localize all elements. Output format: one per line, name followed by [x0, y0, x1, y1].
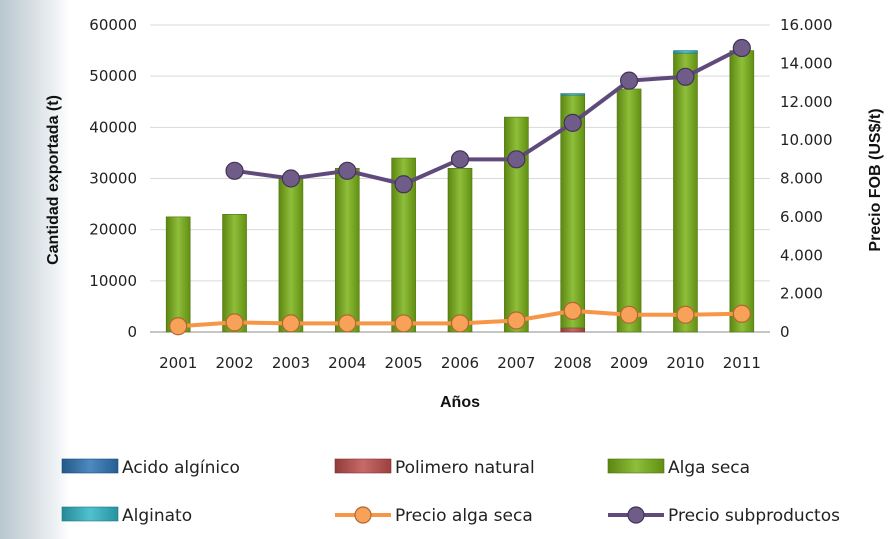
bar-alga-seca-2009 [616, 88, 642, 333]
legend-label-alginato: Alginato [122, 506, 192, 526]
point-precio-alga-seca-2011 [732, 304, 751, 323]
right-y-axis-title: Precio FOB (US$/t) [867, 108, 884, 251]
x-tick-label: 2010 [666, 354, 704, 372]
left-y-tick-label: 50000 [89, 67, 137, 85]
right-y-tick-label: 14.000 [780, 54, 833, 72]
right-y-tick-label: 2.000 [780, 285, 823, 303]
left-y-axis-ticks: 0 10000 20000 30000 40000 50000 60000 [89, 16, 137, 341]
bar-alga-seca-2002 [222, 214, 247, 333]
legend-marker-precio-alga-seca [354, 506, 372, 524]
left-y-tick-label: 10000 [89, 272, 137, 290]
bar-alga-seca-2006 [447, 167, 473, 333]
right-y-tick-label: 0 [780, 323, 790, 341]
right-y-axis-ticks: 0 2.000 4.000 6.000 8.000 10.000 12.000 14.000 1… [780, 16, 833, 341]
line-series [169, 38, 751, 336]
x-tick-label: 2008 [554, 354, 592, 372]
right-y-tick-label: 16.000 [780, 16, 833, 34]
right-y-tick-label: 12.000 [780, 93, 833, 111]
left-y-tick-label: 0 [127, 323, 137, 341]
x-tick-label: 2009 [610, 354, 648, 372]
point-precio-subproductos-2003 [281, 169, 301, 188]
legend-swatch-alginato [61, 506, 119, 522]
point-precio-subproductos-2006 [450, 150, 470, 169]
x-tick-label: 2007 [497, 354, 535, 372]
legend-marker-precio-subproductos [627, 506, 645, 524]
legend-swatch-polimero-natural [334, 458, 392, 474]
point-precio-subproductos-2004 [338, 161, 357, 180]
legend-label-precio-subproductos: Precio subproductos [668, 506, 840, 526]
left-y-axis-title: Cantidad exportada (t) [45, 95, 62, 265]
point-precio-alga-seca-2008 [563, 301, 582, 320]
point-precio-alga-seca-2006 [450, 314, 470, 333]
right-y-tick-label: 8.000 [780, 170, 823, 188]
legend-label-alga-seca: Alga seca [668, 458, 750, 478]
left-y-tick-label: 60000 [89, 16, 137, 34]
point-precio-subproductos-2005 [394, 175, 413, 194]
x-tick-label: 2005 [385, 354, 423, 372]
point-precio-subproductos-2008 [563, 113, 582, 132]
bar-alga-seca-2004 [334, 167, 360, 333]
decorative-background-strip [0, 0, 70, 539]
point-precio-subproductos-2002 [225, 161, 244, 180]
point-precio-alga-seca-2010 [676, 305, 695, 324]
x-axis-title: Años [440, 394, 480, 411]
bar-alga-seca-2008 [560, 94, 586, 329]
right-y-tick-label: 10.000 [780, 131, 833, 149]
point-precio-alga-seca-2002 [225, 313, 244, 332]
legend-swatch-acido-alg-nico [61, 458, 119, 474]
legend-label-precio-alga-seca: Precio alga seca [395, 506, 533, 526]
bar-alginato-2010 [673, 50, 698, 54]
point-precio-subproductos-2009 [619, 71, 639, 90]
x-tick-label: 2002 [215, 354, 253, 372]
x-axis-ticks: 2001 2002 2003 2004 2005 2006 2007 2008 2009 2010… [159, 354, 761, 372]
left-y-tick-label: 30000 [89, 170, 137, 188]
bar-alga-seca-2011 [729, 50, 755, 333]
point-precio-alga-seca-2007 [507, 311, 526, 330]
line-precio-subproductos [234, 46, 743, 187]
point-precio-subproductos-2010 [676, 67, 695, 86]
legend: Acido algínico Polimero natural Alga seca A… [61, 458, 840, 526]
x-tick-label: 2011 [723, 354, 761, 372]
legend-label-acido-alg-nico: Acido algínico [122, 458, 240, 478]
bar-polimero-natural-2008 [560, 327, 586, 333]
point-precio-subproductos-2011 [732, 38, 751, 58]
point-precio-alga-seca-2001 [169, 317, 188, 336]
right-y-tick-label: 6.000 [780, 208, 823, 226]
bars [165, 50, 755, 333]
left-y-tick-label: 20000 [89, 221, 137, 239]
x-tick-label: 2006 [441, 354, 479, 372]
point-precio-subproductos-2007 [507, 150, 526, 169]
legend-swatch-alga-seca [607, 458, 665, 474]
x-tick-label: 2001 [159, 354, 197, 372]
point-precio-alga-seca-2004 [338, 314, 357, 333]
bar-alga-seca-2007 [504, 116, 529, 333]
right-y-tick-label: 4.000 [780, 246, 823, 264]
x-tick-label: 2003 [272, 354, 310, 372]
bar-alginato-2008 [560, 93, 586, 96]
bar-alga-seca-2001 [165, 216, 191, 333]
bar-alga-seca-2010 [673, 52, 698, 333]
bar-alga-seca-2003 [278, 178, 304, 333]
point-precio-alga-seca-2009 [619, 305, 639, 324]
left-y-tick-label: 40000 [89, 118, 137, 136]
legend-label-polimero-natural: Polimero natural [395, 458, 535, 478]
x-tick-label: 2004 [328, 354, 366, 372]
point-precio-alga-seca-2005 [394, 314, 413, 333]
point-precio-alga-seca-2003 [281, 314, 301, 333]
